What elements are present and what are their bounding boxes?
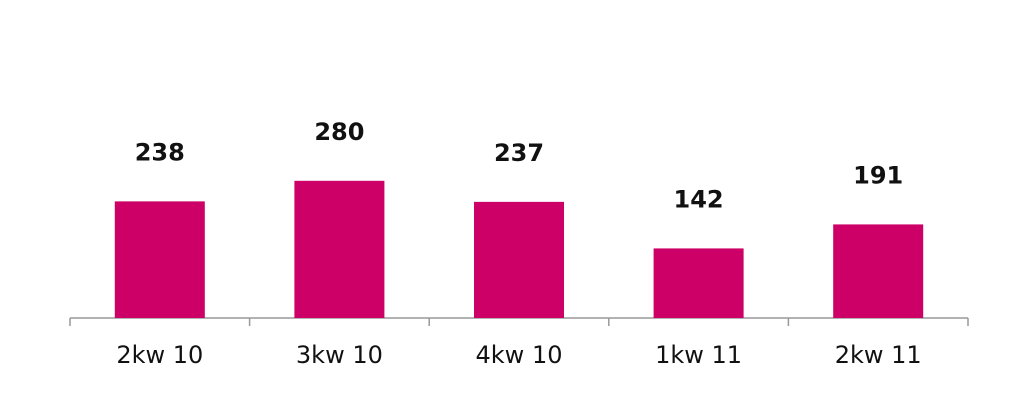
value-label: 142 xyxy=(674,185,724,213)
bar xyxy=(114,201,205,318)
x-tick-label: 2kw 10 xyxy=(116,341,203,369)
x-tick-label: 1kw 11 xyxy=(655,341,742,369)
bar xyxy=(294,180,385,318)
bar xyxy=(653,248,744,318)
value-label: 280 xyxy=(314,118,364,146)
x-tick-label: 4kw 10 xyxy=(476,341,563,369)
value-label: 237 xyxy=(494,139,544,167)
x-tick-label: 3kw 10 xyxy=(296,341,383,369)
x-tick-label: 2kw 11 xyxy=(835,341,922,369)
bar xyxy=(833,224,924,318)
value-label: 238 xyxy=(135,138,185,166)
bar xyxy=(474,201,564,318)
value-label: 191 xyxy=(853,161,903,189)
